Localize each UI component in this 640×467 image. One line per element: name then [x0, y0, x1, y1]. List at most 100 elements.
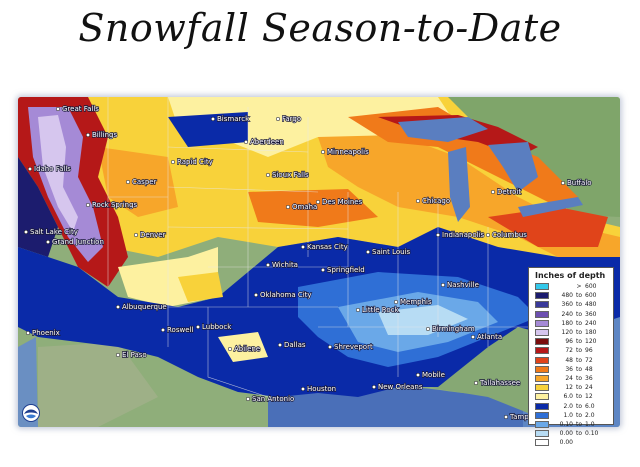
city-buffalo[interactable]: Buffalo	[560, 178, 592, 188]
svg-text:Sioux Falls: Sioux Falls	[272, 171, 309, 179]
city-atlanta[interactable]: Atlanta	[470, 332, 503, 342]
city-kansas-city[interactable]: Kansas City	[300, 242, 348, 252]
texas-light-patch	[218, 332, 268, 362]
city-columbus[interactable]: Columbus	[485, 230, 528, 240]
city-chicago[interactable]: Chicago	[415, 196, 451, 206]
legend-range-separator: to	[575, 347, 583, 355]
city-abilene[interactable]: Abilene	[227, 344, 261, 354]
city-great-falls[interactable]: Great Falls	[55, 104, 100, 114]
legend-range-low: 6.0	[563, 393, 573, 401]
city-bismarck[interactable]: Bismarck	[210, 114, 251, 124]
city-dallas[interactable]: Dallas	[277, 340, 307, 350]
city-birmingham[interactable]: Birmingham	[425, 324, 476, 334]
city-idaho-falls[interactable]: Idaho Falls	[27, 164, 72, 174]
city-shreveport[interactable]: Shreveport	[327, 342, 374, 352]
svg-text:Columbus: Columbus	[492, 231, 527, 239]
legend-row: 180 to 240	[529, 319, 613, 328]
city-albuquerque[interactable]: Albuquerque	[115, 302, 167, 312]
legend-swatch	[535, 283, 549, 291]
legend-range-high: 72	[585, 356, 593, 364]
legend-range-high: 96	[585, 347, 593, 355]
legend-range-separator: to	[575, 301, 583, 309]
city-fargo[interactable]: Fargo	[275, 114, 302, 124]
legend-row: 120 to 180	[529, 328, 613, 337]
city-minneapolis[interactable]: Minneapolis	[320, 147, 370, 157]
city-grand-junction[interactable]: Grand Junction	[45, 237, 105, 247]
legend-row: 0.00	[529, 438, 613, 447]
legend-rows: >600 480 to 600 360 to 480 240 to 360 180 to 240 120 t…	[529, 282, 613, 447]
legend-swatch	[535, 411, 549, 419]
city-houston[interactable]: Houston	[300, 384, 337, 394]
svg-text:Aberdeen: Aberdeen	[250, 138, 284, 146]
city-mobile[interactable]: Mobile	[415, 370, 446, 380]
legend-swatch	[535, 292, 549, 300]
city-detroit[interactable]: Detroit	[490, 187, 522, 197]
city-casper[interactable]: Casper	[125, 177, 157, 187]
city-lubbock[interactable]: Lubbock	[195, 322, 233, 332]
legend-range-high: 24	[585, 384, 593, 392]
legend-row: 36 to 48	[529, 365, 613, 374]
legend-swatch	[535, 338, 549, 346]
svg-text:Omaha: Omaha	[292, 203, 317, 211]
legend-range-separator: to	[575, 338, 583, 346]
city-indianapolis[interactable]: Indianapolis	[435, 230, 485, 240]
city-denver[interactable]: Denver	[133, 230, 166, 240]
city-des-moines[interactable]: Des Moines	[315, 197, 363, 207]
snow-band-wyoming	[98, 147, 178, 217]
city-omaha[interactable]: Omaha	[285, 202, 318, 212]
svg-text:Nashville: Nashville	[447, 281, 479, 289]
legend-range-separator: to	[575, 329, 583, 337]
legend-range-high: 120	[585, 338, 597, 346]
legend-swatch	[535, 439, 549, 447]
legend-range-separator: to	[575, 393, 583, 401]
city-roswell[interactable]: Roswell	[160, 325, 194, 335]
city-el-paso[interactable]: El Paso	[115, 350, 147, 360]
legend-range-low: 12	[565, 384, 573, 392]
city-markers: Great Falls Billings Bismarck Fargo Aber…	[23, 104, 592, 422]
svg-text:Indianapolis: Indianapolis	[442, 231, 485, 239]
city-sioux-falls[interactable]: Sioux Falls	[265, 170, 310, 180]
city-tampa[interactable]: Tampa	[503, 412, 534, 422]
rockies-light-purple	[38, 115, 78, 232]
lake-erie	[518, 197, 583, 217]
legend-range-low: 0.10	[559, 420, 573, 428]
legend-range-separator: to	[575, 365, 583, 373]
city-nashville[interactable]: Nashville	[440, 280, 480, 290]
legend-range-low: 0.00	[559, 439, 573, 447]
legend-range-high: 2.0	[585, 411, 595, 419]
city-springfield[interactable]: Springfield	[320, 265, 365, 275]
lake-huron	[488, 142, 538, 192]
legend-range-high: 360	[585, 310, 597, 318]
svg-text:Kansas City: Kansas City	[307, 243, 348, 251]
city-phoenix[interactable]: Phoenix	[25, 328, 60, 338]
legend-range-high: 480	[585, 301, 597, 309]
snow-band-ohio	[488, 207, 608, 247]
legend-range-separator: to	[575, 356, 583, 364]
city-billings[interactable]: Billings	[85, 130, 118, 140]
svg-text:Buffalo: Buffalo	[567, 179, 592, 187]
city-oklahoma-city[interactable]: Oklahoma City	[253, 290, 312, 300]
legend-row: 24 to 36	[529, 374, 613, 383]
city-san-antonio[interactable]: San Antonio	[245, 394, 295, 404]
svg-text:Dallas: Dallas	[284, 341, 306, 349]
city-aberdeen[interactable]: Aberdeen	[243, 137, 284, 147]
svg-text:Fargo: Fargo	[282, 115, 301, 123]
city-rapid-city[interactable]: Rapid City	[170, 157, 213, 167]
legend-swatch	[535, 301, 549, 309]
svg-text:Oklahoma City: Oklahoma City	[260, 291, 312, 299]
city-salt-lake-city[interactable]: Salt Lake City	[23, 227, 79, 237]
map-legend: Inches of depth >600 480 to 600 360 to 480 240 t…	[528, 267, 614, 447]
svg-text:Abilene: Abilene	[234, 345, 260, 353]
svg-text:San Antonio: San Antonio	[252, 395, 294, 403]
city-memphis[interactable]: Memphis	[393, 297, 433, 307]
city-wichita[interactable]: Wichita	[265, 260, 299, 270]
legend-range-low: 72	[565, 347, 573, 355]
city-new-orleans[interactable]: New Orleans	[371, 382, 424, 392]
city-rock-springs[interactable]: Rock Springs	[85, 200, 138, 210]
city-saint-louis[interactable]: Saint Louis	[365, 247, 411, 257]
city-tallahassee[interactable]: Tallahassee	[473, 378, 521, 388]
svg-text:Albuquerque: Albuquerque	[122, 303, 167, 311]
city-little-rock[interactable]: Little Rock	[355, 305, 400, 315]
svg-text:Tallahassee: Tallahassee	[479, 379, 520, 387]
legend-range-separator: to	[575, 384, 583, 392]
